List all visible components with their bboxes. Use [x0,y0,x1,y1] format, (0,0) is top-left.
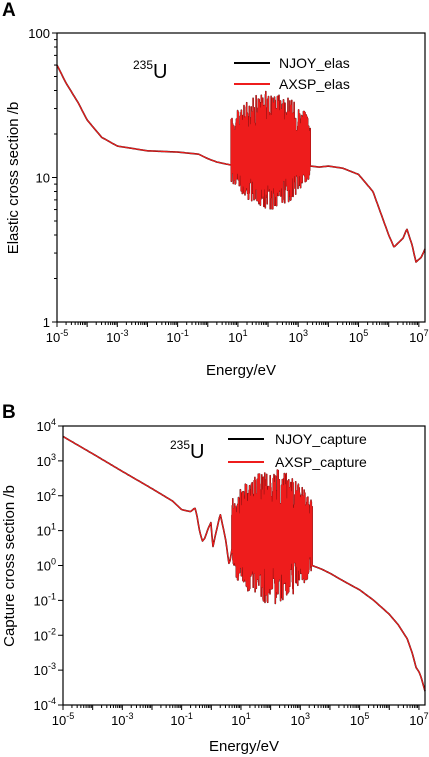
isotope-label-b: 235U [170,438,204,463]
plot-a-y-tick-label: 1 [43,315,50,330]
plot-a-ticks: 10-5 10-3 10-1 101 103 105 107 1 10 100 [28,26,428,345]
plot-b-y-tick-label: 100 [37,557,56,574]
plot-a-y-tick-label: 10 [36,171,50,186]
legend-b: NJOY_capture AXSP_capture [228,431,367,470]
legend-a-label-axsp: AXSP_elas [279,76,350,92]
plot-a-x-tick-label: 103 [288,328,307,345]
plot-b-x-tick-label: 10-1 [170,711,192,728]
panel-b: B 10-5 10-3 10-1 101 103 105 10710-410-310-210… [1,402,429,755]
plot-b-y-tick-label: 104 [37,417,56,434]
plot-b-y-tick-label: 10-2 [34,626,56,643]
plot-b-y-tick-label: 10-4 [34,696,56,713]
plot-a-x-tick-label: 105 [349,328,368,345]
y-axis-title-b: Capture cross section /b [1,485,18,647]
plot-b-x-tick-label: 107 [409,711,428,728]
panel-letter-b: B [2,402,16,423]
x-axis-title-a: Energy/eV [206,362,276,379]
plot-a-x-tick-label: 10-3 [106,328,128,345]
plot-b-x-tick-label: 10-5 [52,711,74,728]
legend-b-label-axsp: AXSP_capture [275,454,367,470]
plot-b-y-tick-label: 10-3 [34,661,56,678]
plot-a-series-axsp [56,64,426,263]
plot-b-x-tick-label: 10-3 [111,711,133,728]
plot-b-y-tick-label: 102 [37,487,56,504]
isotope-label-a: 235U [133,58,167,83]
plot-b-x-tick-label: 101 [231,711,250,728]
y-axis-title-a: Elastic cross section /b [5,102,22,255]
plot-a-x-tick-label: 101 [228,328,247,345]
plot-a-x-tick-label: 107 [409,328,428,345]
plot-a-curves [56,64,426,263]
plot-a-y-tick-label: 100 [28,26,50,41]
plot-b-y-tick-label: 103 [37,452,56,469]
legend-a: NJOY_elas AXSP_elas [234,55,350,92]
plot-a-x-tick-label: 10-5 [46,328,68,345]
legend-a-label-njoy: NJOY_elas [279,55,350,71]
plot-b-curves [62,435,426,692]
plot-b-x-tick-label: 103 [291,711,310,728]
legend-b-label-njoy: NJOY_capture [275,431,367,447]
plot-a-x-tick-label: 10-1 [166,328,188,345]
plot-b-x-tick-label: 105 [350,711,369,728]
plot-b-y-tick-label: 10-1 [34,591,56,608]
panel-letter-a: A [2,0,16,21]
x-axis-title-b: Energy/eV [209,738,279,755]
panel-a: A 10-5 10-3 10-1 101 103 105 107 1 10 100 235U NJ… [2,0,429,379]
plot-b-y-tick-label: 101 [37,522,56,539]
plot-b-series-axsp [62,435,426,692]
plot-b-ticks: 10-5 10-3 10-1 101 103 105 107 10-4 10-3 10-2 10-1… [34,417,429,728]
